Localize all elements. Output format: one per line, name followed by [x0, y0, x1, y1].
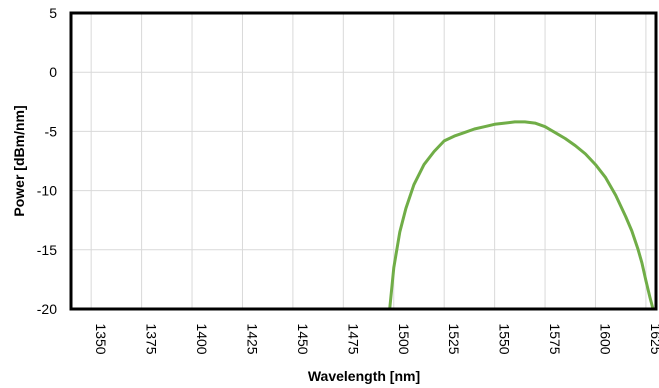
x-tick-label: 1375 — [144, 323, 160, 354]
y-tick-label: -5 — [45, 123, 58, 139]
x-tick-label: 1400 — [194, 323, 210, 354]
y-tick-label: -10 — [37, 183, 57, 199]
plot-area — [71, 13, 656, 309]
x-tick-label: 1475 — [345, 323, 361, 354]
y-tick-label: 0 — [49, 64, 57, 80]
x-tick-label: 1625 — [648, 323, 659, 354]
plot-border — [69, 11, 658, 311]
x-tick-label: 1450 — [295, 323, 311, 354]
y-tick-label: 5 — [49, 5, 57, 21]
x-tick-label: 1600 — [597, 323, 613, 354]
x-tick-labels: 1350 1375 1400 1425 1450 1475 1500 1525 1550 1575… — [93, 323, 659, 354]
y-tick-labels: 5 0 -5 -10 -15 -20 — [37, 5, 57, 317]
y-tick-label: -15 — [37, 242, 57, 258]
series-line — [388, 120, 655, 311]
x-tick-label: 1525 — [446, 323, 462, 354]
x-tick-label: 1500 — [396, 323, 412, 354]
series-group — [388, 120, 655, 311]
x-tick-label: 1575 — [547, 323, 563, 354]
x-tick-label: 1550 — [497, 323, 513, 354]
x-axis-title: Wavelength [nm] — [308, 368, 420, 384]
x-tick-label: 1350 — [93, 323, 109, 354]
x-tick-label: 1425 — [244, 323, 260, 354]
y-tick-label: -20 — [37, 301, 57, 317]
y-axis-title: Power [dBm/nm] — [11, 105, 27, 216]
